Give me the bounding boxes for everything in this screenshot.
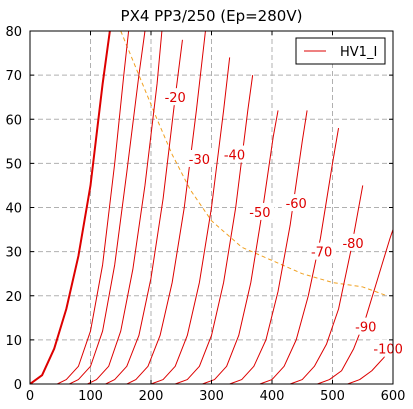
y-tick-label: 20: [5, 290, 22, 305]
annotation-label: -60: [286, 197, 307, 212]
annotation-background: [351, 317, 381, 335]
y-tick-label: 0: [14, 378, 22, 393]
series-line-8: [202, 110, 279, 384]
legend-label: HV1_I: [340, 45, 377, 60]
legend: HV1_I: [295, 37, 386, 65]
annotation-background: [245, 202, 275, 220]
annotation-label: -40: [224, 149, 245, 164]
annotation-background: [369, 339, 407, 357]
y-tick-label: 10: [5, 334, 22, 349]
annotation-background: [160, 88, 190, 106]
annotation-label: -90: [355, 321, 376, 336]
y-tick-label: 80: [5, 25, 22, 40]
series-line-2: [69, 31, 146, 384]
series-line-5: [126, 31, 206, 384]
series-line-11: [289, 185, 364, 384]
x-tick-label: 100: [78, 389, 103, 404]
annotation-background: [220, 145, 249, 163]
series-line-7: [175, 75, 254, 384]
x-tick-label: 500: [320, 389, 345, 404]
y-tick-label: 60: [5, 113, 22, 128]
y-tick-label: 70: [5, 69, 22, 84]
plot-area: [30, 31, 393, 384]
series-line-3: [87, 31, 163, 384]
series-line-hv1-i: [30, 31, 111, 384]
series-line-1: [57, 31, 130, 384]
y-tick-label: 50: [5, 157, 22, 172]
chart-title: PX4 PP3/250 (Ep=280V): [120, 7, 303, 25]
annotation-background: [307, 242, 337, 260]
series-line-4: [105, 39, 183, 384]
x-tick-label: 200: [139, 389, 164, 404]
y-tick-label: 40: [5, 202, 22, 217]
annotation-label: -20: [165, 91, 186, 106]
series-line-10: [259, 127, 340, 384]
annotation-label: -30: [189, 153, 210, 168]
annotation-label: -100: [373, 343, 403, 358]
annotation-label: -50: [249, 206, 270, 221]
x-tick-label: 0: [26, 389, 34, 404]
annotation-background: [338, 233, 368, 251]
x-tick-label: 600: [381, 389, 406, 404]
y-tick-label: 30: [5, 246, 22, 261]
annotation-background: [281, 194, 311, 212]
x-tick-label: 400: [260, 389, 285, 404]
series-line-6: [150, 57, 231, 384]
annotation-background: [185, 149, 214, 167]
annotation-label: -80: [342, 237, 363, 252]
x-tick-label: 300: [199, 389, 224, 404]
annotation-label: -70: [311, 246, 332, 261]
series-line-9: [229, 110, 308, 384]
